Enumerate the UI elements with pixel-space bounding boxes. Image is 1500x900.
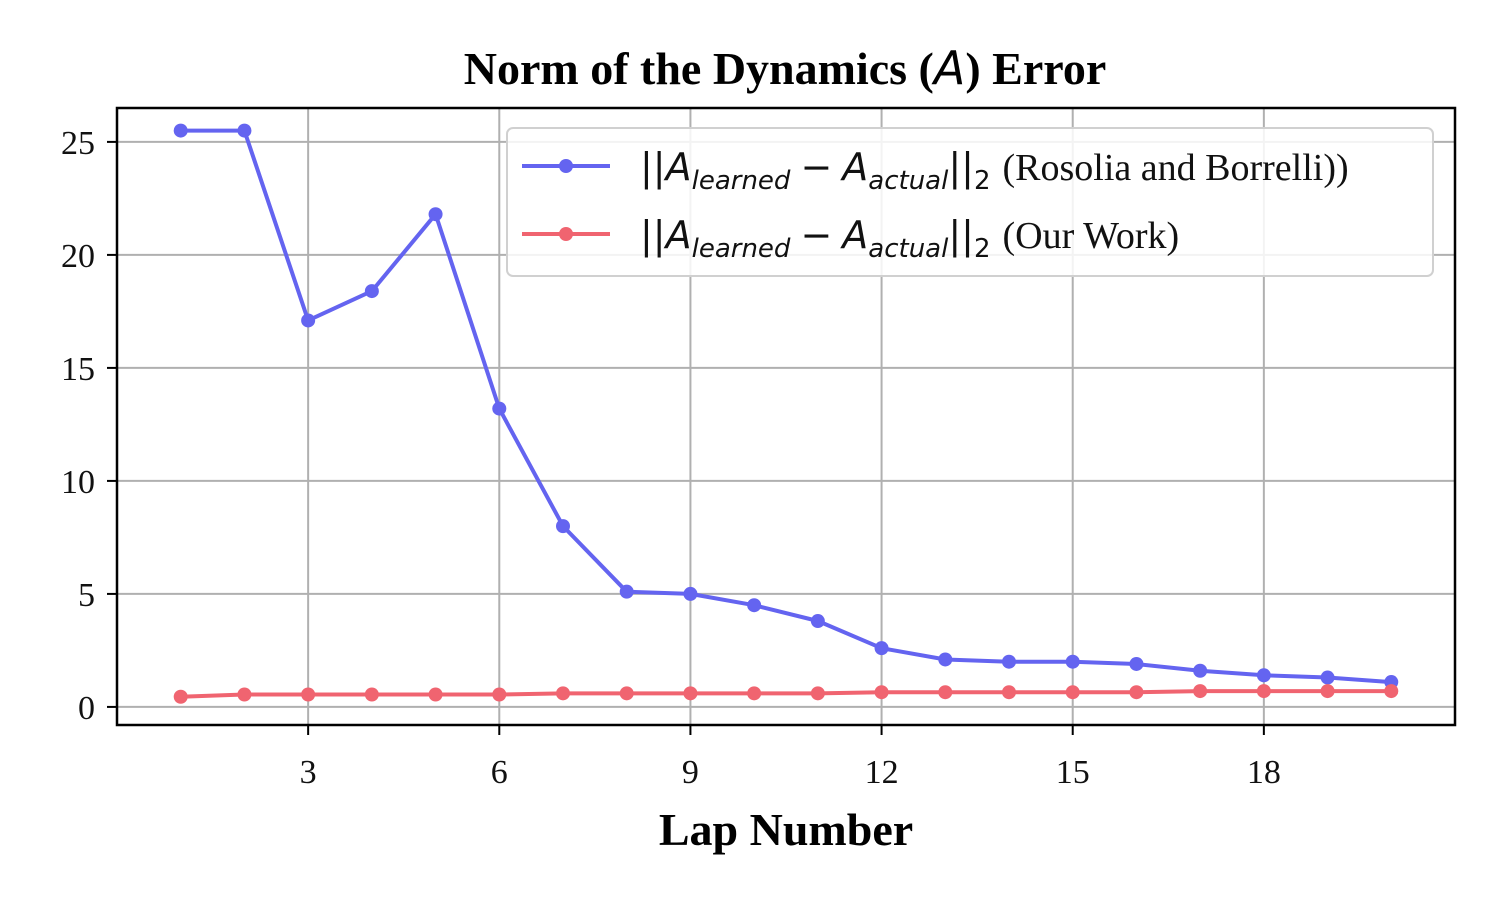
- chart-title-symbol: A: [931, 41, 965, 95]
- data-point: [747, 598, 762, 613]
- ticks: 3 6 9 12 15 18 0 5 10 15 20 25: [61, 125, 1281, 791]
- data-point: [428, 687, 443, 702]
- data-point: [1129, 656, 1144, 671]
- data-point: [1002, 685, 1016, 700]
- x-tick-label: 3: [300, 754, 317, 791]
- x-axis-label: Lap Number: [659, 804, 913, 855]
- legend-math-base: A: [663, 145, 692, 189]
- data-point: [683, 686, 698, 701]
- y-tick-label: 15: [61, 351, 95, 388]
- data-point: [874, 685, 889, 700]
- data-point: [810, 686, 825, 701]
- data-point: [492, 401, 507, 416]
- legend-math-sub-learned: learned: [692, 166, 791, 196]
- y-tick-label: 20: [61, 238, 95, 275]
- x-tick-label: 9: [682, 754, 699, 791]
- data-point: [1193, 663, 1208, 678]
- data-point: [874, 641, 889, 656]
- data-point: [237, 123, 252, 138]
- legend-entry-rosolia: ||Alearned − Aactual||2 (Rosolia and Borrel…: [522, 145, 1349, 196]
- legend-math-norm-sub: 2: [974, 166, 991, 196]
- legend-math-minus-2: −: [800, 213, 832, 257]
- legend-marker-rosolia: [559, 159, 573, 173]
- legend-math-sub-actual: actual: [868, 166, 949, 196]
- data-point: [556, 686, 570, 701]
- y-tick-label: 0: [78, 690, 95, 727]
- data-point: [938, 652, 953, 667]
- y-tick-label: 25: [61, 125, 95, 162]
- data-point: [1193, 684, 1208, 699]
- series-line: [180, 128, 1392, 685]
- legend-math-base-3: A: [663, 213, 692, 257]
- series-0: [173, 123, 1399, 690]
- legend-series-name-our-work: (Our Work): [1003, 215, 1180, 257]
- data-point: [301, 687, 316, 702]
- data-point: [301, 313, 316, 328]
- legend-entry-our-work: ||Alearned − Aactual||2 (Our Work): [522, 213, 1179, 264]
- data-point: [619, 584, 634, 599]
- legend-label-our-work: ||Alearned − Aactual||2 (Our Work): [640, 213, 1179, 264]
- x-tick-label: 18: [1247, 754, 1281, 791]
- data-point: [938, 685, 953, 700]
- x-tick-label: 15: [1056, 754, 1090, 791]
- legend-marker-our-work: [559, 227, 573, 241]
- legend: ||Alearned − Aactual||2 (Rosolia and Borrel…: [506, 127, 1434, 277]
- data-point: [1002, 654, 1016, 669]
- data-point: [173, 123, 188, 138]
- legend-math-base-4: A: [839, 213, 868, 257]
- data-point: [1129, 685, 1144, 700]
- legend-math-minus: −: [800, 145, 832, 189]
- plot-frame: [115, 106, 1457, 727]
- y-tick-label: 5: [78, 577, 95, 614]
- legend-math-sub-learned-2: learned: [692, 234, 791, 264]
- series-1: [173, 684, 1399, 704]
- legend-math-open-2: ||: [640, 213, 666, 258]
- data-point: [1065, 654, 1080, 669]
- data-point: [1065, 685, 1080, 700]
- data-point: [364, 284, 379, 299]
- data-point: [1256, 668, 1271, 683]
- data-point: [747, 686, 762, 701]
- legend-math-close: ||: [948, 145, 974, 190]
- legend-series-name-rosolia: (Rosolia and Borrelli)): [1003, 147, 1349, 189]
- data-point: [810, 614, 825, 629]
- x-tick-label: 6: [491, 754, 508, 791]
- chart-title-suffix: ) Error: [965, 43, 1106, 94]
- legend-box: [506, 127, 1434, 277]
- data-point: [492, 687, 507, 702]
- series-line: [180, 689, 1392, 699]
- data-point: [428, 207, 443, 222]
- data-point: [1320, 684, 1335, 699]
- data-point: [619, 686, 634, 701]
- data-point: [556, 519, 570, 534]
- legend-math-sub-actual-2: actual: [868, 234, 949, 264]
- series-layer: [173, 123, 1399, 704]
- data-point: [683, 586, 698, 601]
- data-point: [1384, 684, 1399, 699]
- chart-title: Norm of the Dynamics (A) Error: [464, 41, 1107, 95]
- legend-math-close-2: ||: [948, 213, 974, 258]
- legend-math-open: ||: [640, 145, 666, 190]
- chart-title-prefix: Norm of the Dynamics (: [464, 43, 934, 94]
- legend-label-rosolia: ||Alearned − Aactual||2 (Rosolia and Borrel…: [640, 145, 1349, 196]
- x-tick-label: 12: [865, 754, 899, 791]
- data-point: [364, 687, 379, 702]
- data-point: [1320, 670, 1335, 685]
- data-point: [1256, 684, 1271, 699]
- y-tick-label: 10: [61, 464, 95, 501]
- legend-math-norm-sub-2: 2: [974, 234, 991, 264]
- legend-math-base-2: A: [839, 145, 868, 189]
- data-point: [173, 689, 188, 704]
- data-point: [237, 687, 252, 702]
